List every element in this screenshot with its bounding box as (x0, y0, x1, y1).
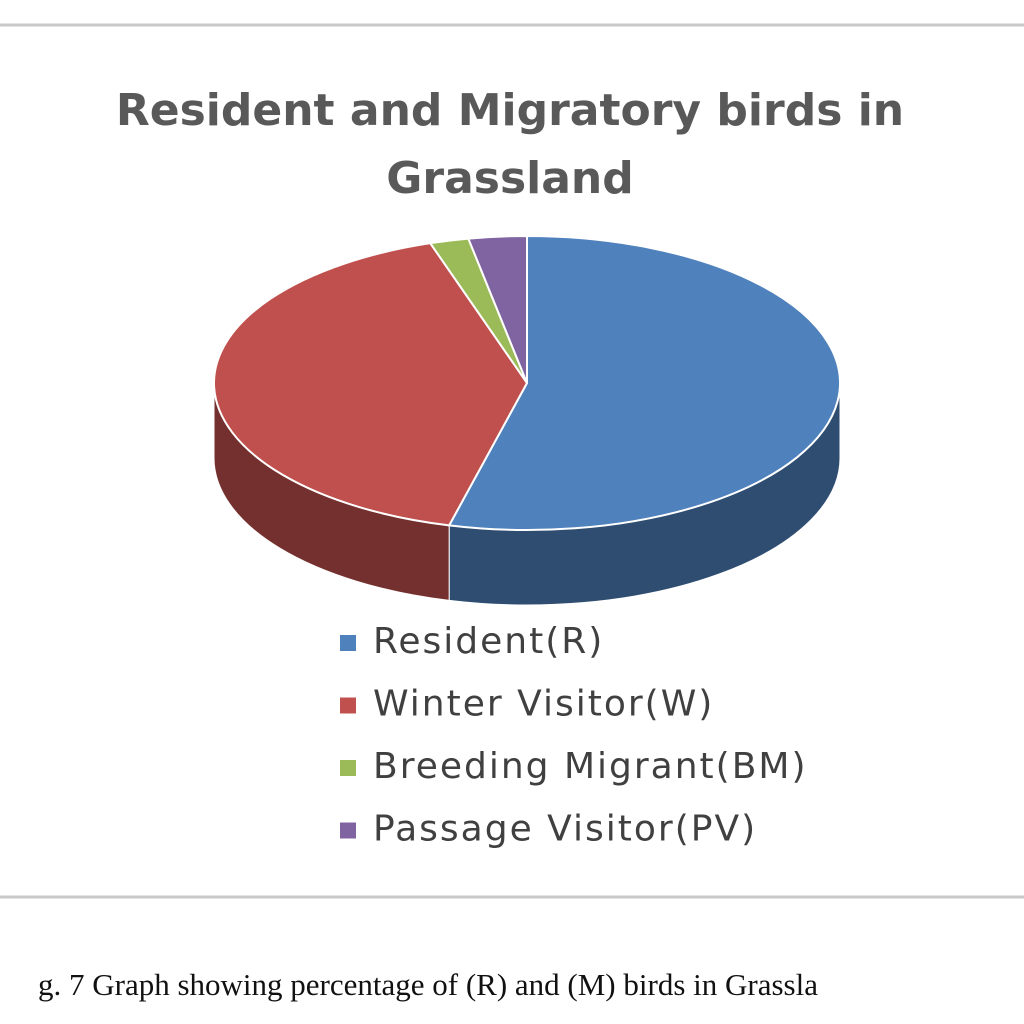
slice (213, 242, 529, 527)
chart-title: Resident and Migratory birds in Grassland (116, 85, 904, 204)
slice (466, 234, 528, 384)
legend-swatch (340, 822, 356, 839)
legend-swatch (340, 760, 356, 776)
legend-label: Passage Visitor(PV) (373, 809, 757, 850)
legend-swatch (340, 697, 356, 714)
caption: g. 7 Graph showing percentage of (R) and… (38, 967, 818, 1002)
legend-swatch (340, 635, 356, 651)
legend-label: Resident(R) (373, 621, 604, 662)
pie (213, 234, 841, 606)
legend-label: Breeding Migrant(BM) (373, 746, 808, 787)
slice (447, 234, 841, 531)
legend-label: Winter Visitor(W) (373, 684, 714, 725)
